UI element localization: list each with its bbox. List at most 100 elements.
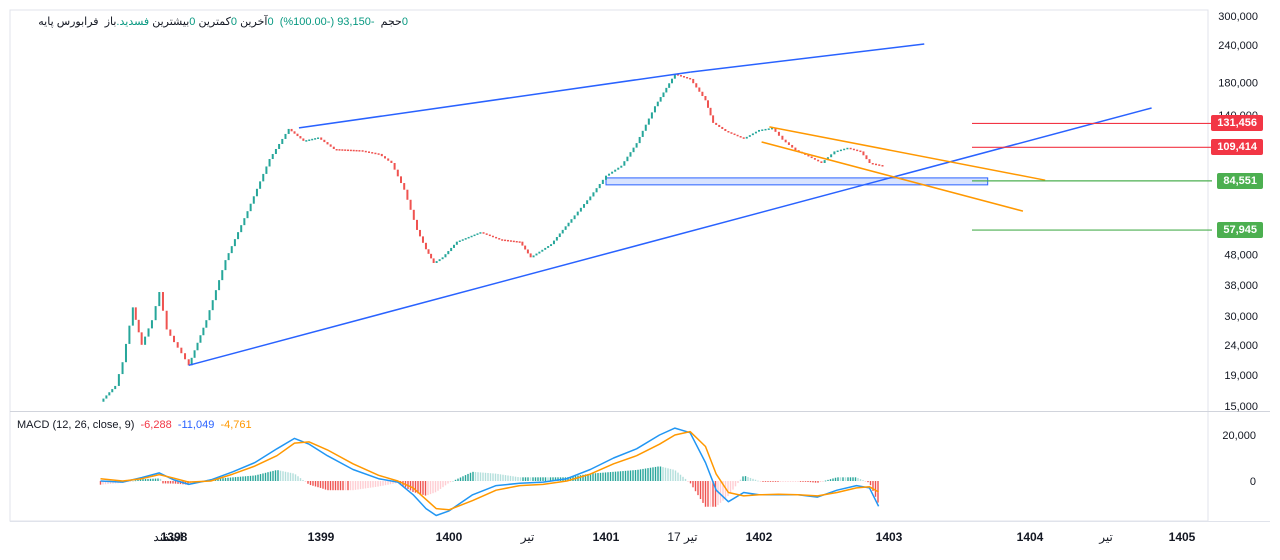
candle [608, 173, 611, 176]
macd-histogram-bar [304, 481, 307, 482]
macd-histogram-bar [142, 479, 144, 481]
macd-histogram-bar [549, 477, 552, 481]
candle [488, 234, 491, 237]
candle [338, 149, 341, 151]
macd-histogram-bar [457, 478, 459, 481]
candle [262, 173, 265, 182]
macd-histogram-bar [807, 481, 809, 482]
candle [249, 203, 252, 212]
candle [501, 239, 504, 241]
macd-histogram-bar [267, 472, 269, 481]
candle [124, 343, 127, 363]
candle [826, 157, 829, 161]
macd-histogram-bar [412, 481, 414, 492]
candle [868, 159, 871, 163]
candle [544, 247, 547, 250]
macd-histogram-bar [717, 481, 719, 506]
macd-histogram-bar [734, 481, 737, 487]
candle [856, 149, 859, 152]
price-axis-tick-label: 180,000 [1218, 78, 1258, 90]
candle [683, 76, 686, 78]
macd-histogram-bar [157, 478, 159, 481]
candle [237, 232, 240, 240]
trendline [298, 71, 691, 129]
candle [573, 215, 576, 220]
candle [108, 392, 111, 396]
macd-histogram-bar [509, 475, 512, 481]
macd-histogram-bar [589, 473, 592, 481]
macd-histogram-bar [379, 481, 382, 487]
open-value: فسدید. [116, 16, 150, 28]
candle [390, 160, 393, 163]
macd-histogram-bar [757, 480, 759, 482]
macd-histogram-bar [659, 466, 662, 481]
candle [441, 257, 444, 260]
candle [140, 332, 143, 345]
macd-histogram-bar [647, 468, 649, 481]
macd-histogram-bar [277, 470, 279, 481]
macd-histogram-bar [837, 477, 839, 481]
candle [547, 246, 550, 248]
macd-histogram-bar [764, 481, 767, 482]
candle [758, 129, 760, 132]
macd-histogram-bar [537, 477, 539, 481]
candle [668, 83, 671, 88]
candle [561, 229, 564, 234]
macd-histogram-bar [872, 481, 874, 491]
macd-histogram-bar [582, 474, 584, 481]
candle [455, 241, 458, 245]
candle [878, 164, 881, 166]
macd-histogram-bar [867, 481, 869, 483]
macd-histogram-bar [844, 477, 847, 481]
candle [240, 225, 243, 233]
candle [252, 196, 255, 204]
macd-histogram-bar [669, 468, 672, 481]
macd-histogram-bar [747, 477, 749, 481]
candle [794, 147, 797, 151]
candle [662, 92, 665, 98]
candle [326, 142, 329, 145]
candle [833, 151, 836, 155]
time-axis-tick-label: 1399 [308, 530, 335, 544]
candle [644, 124, 647, 131]
candle [532, 255, 535, 258]
macd-legend: MACD (12, 26, close, 9) -6,288 -11,049 -… [17, 419, 252, 431]
macd-histogram-bar [479, 472, 482, 481]
macd-histogram-bar [294, 474, 297, 481]
candle [650, 112, 653, 119]
candle [205, 320, 208, 328]
macd-histogram-bar [557, 477, 559, 481]
candle [524, 245, 527, 250]
macd-histogram-bar [254, 475, 257, 481]
macd-line-value: -11,049 [177, 419, 215, 431]
candle [777, 131, 780, 136]
candle [665, 87, 668, 93]
candle [712, 115, 715, 123]
candle [193, 350, 196, 358]
macd-axis-tick-label: 20,000 [1222, 430, 1256, 442]
macd-histogram-bar [664, 467, 667, 481]
macd-histogram-bar [352, 481, 354, 491]
macd-histogram-bar [569, 476, 572, 481]
candle [586, 200, 589, 205]
candle [733, 133, 736, 136]
candle [620, 165, 623, 168]
macd-histogram-bar [489, 473, 492, 481]
candle [807, 154, 810, 157]
candle [479, 232, 482, 234]
change-value: -93,150 (-100.00%) [279, 16, 375, 28]
macd-histogram-bar [797, 481, 799, 482]
candle [196, 342, 199, 351]
macd-histogram-bar [824, 480, 827, 482]
high-value: 0 [189, 16, 196, 28]
macd-histogram-bar [627, 470, 629, 481]
candle [121, 362, 124, 375]
macd-histogram-bar [232, 477, 234, 481]
macd-histogram-bar [177, 481, 179, 484]
time-axis-tick-label: تیر [1098, 530, 1113, 544]
macd-histogram-bar [327, 481, 329, 491]
trendline [761, 141, 1024, 212]
candle [320, 137, 323, 140]
macd-histogram-bar [847, 477, 849, 481]
macd-histogram-bar [514, 476, 517, 481]
